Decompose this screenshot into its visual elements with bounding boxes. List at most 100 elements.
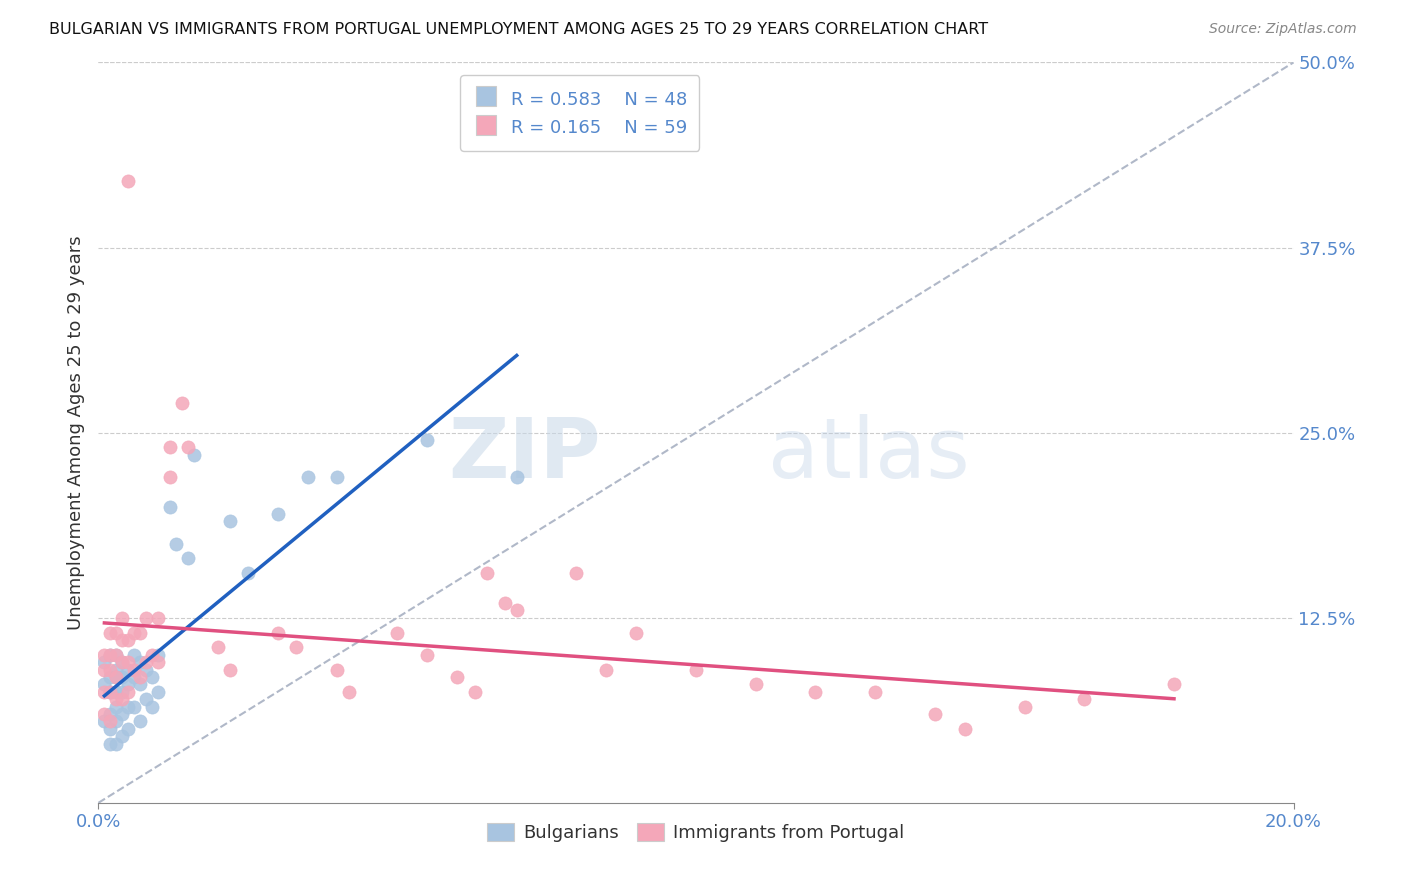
Point bbox=[172, 396, 194, 410]
Point bbox=[129, 714, 152, 729]
Point bbox=[326, 663, 349, 677]
Point bbox=[804, 685, 827, 699]
Point bbox=[93, 655, 115, 669]
Point bbox=[685, 663, 707, 677]
Point bbox=[135, 655, 157, 669]
Point bbox=[105, 648, 128, 662]
Point bbox=[148, 610, 170, 624]
Point bbox=[745, 677, 768, 691]
Point bbox=[416, 648, 439, 662]
Point bbox=[129, 670, 152, 684]
Point bbox=[98, 685, 122, 699]
Point bbox=[93, 677, 115, 691]
Point bbox=[219, 515, 242, 529]
Point bbox=[105, 737, 128, 751]
Point bbox=[117, 685, 139, 699]
Point bbox=[141, 699, 163, 714]
Point bbox=[124, 648, 146, 662]
Point bbox=[219, 663, 242, 677]
Point bbox=[416, 433, 439, 447]
Point bbox=[494, 596, 516, 610]
Point bbox=[93, 663, 115, 677]
Point bbox=[117, 663, 139, 677]
Point bbox=[148, 685, 170, 699]
Point bbox=[129, 625, 152, 640]
Point bbox=[117, 174, 139, 188]
Point bbox=[236, 566, 259, 581]
Text: ZIP: ZIP bbox=[449, 414, 600, 495]
Point bbox=[177, 551, 200, 566]
Point bbox=[464, 685, 486, 699]
Point bbox=[148, 655, 170, 669]
Point bbox=[339, 685, 361, 699]
Point bbox=[105, 692, 128, 706]
Point bbox=[117, 632, 139, 647]
Point bbox=[117, 699, 139, 714]
Point bbox=[565, 566, 588, 581]
Point bbox=[105, 670, 128, 684]
Point bbox=[98, 722, 122, 736]
Point bbox=[297, 470, 319, 484]
Point bbox=[117, 722, 139, 736]
Point bbox=[117, 655, 139, 669]
Point bbox=[141, 648, 163, 662]
Point bbox=[105, 625, 128, 640]
Point bbox=[148, 648, 170, 662]
Point bbox=[183, 448, 205, 462]
Point bbox=[105, 699, 128, 714]
Point bbox=[595, 663, 617, 677]
Point bbox=[135, 663, 157, 677]
Point bbox=[105, 670, 128, 684]
Text: BULGARIAN VS IMMIGRANTS FROM PORTUGAL UNEMPLOYMENT AMONG AGES 25 TO 29 YEARS COR: BULGARIAN VS IMMIGRANTS FROM PORTUGAL UN… bbox=[49, 22, 988, 37]
Point bbox=[98, 706, 122, 721]
Point bbox=[111, 632, 134, 647]
Point bbox=[159, 441, 181, 455]
Text: atlas: atlas bbox=[768, 414, 969, 495]
Point bbox=[506, 603, 529, 617]
Point bbox=[98, 737, 122, 751]
Point bbox=[98, 625, 122, 640]
Point bbox=[475, 566, 498, 581]
Point bbox=[446, 670, 468, 684]
Point bbox=[284, 640, 307, 655]
Text: Source: ZipAtlas.com: Source: ZipAtlas.com bbox=[1209, 22, 1357, 37]
Point bbox=[124, 670, 146, 684]
Point bbox=[98, 670, 122, 684]
Point bbox=[98, 648, 122, 662]
Point bbox=[111, 655, 134, 669]
Point bbox=[98, 663, 122, 677]
Point bbox=[98, 685, 122, 699]
Point bbox=[135, 692, 157, 706]
Point bbox=[135, 610, 157, 624]
Point bbox=[105, 714, 128, 729]
Point bbox=[159, 470, 181, 484]
Point bbox=[111, 610, 134, 624]
Point bbox=[93, 648, 115, 662]
Point bbox=[111, 692, 134, 706]
Point bbox=[207, 640, 229, 655]
Point bbox=[124, 663, 146, 677]
Point bbox=[326, 470, 349, 484]
Point bbox=[129, 677, 152, 691]
Point bbox=[111, 729, 134, 743]
Point bbox=[98, 714, 122, 729]
Point bbox=[105, 685, 128, 699]
Point bbox=[177, 441, 200, 455]
Point bbox=[953, 722, 976, 736]
Point bbox=[93, 714, 115, 729]
Point bbox=[98, 648, 122, 662]
Point bbox=[1073, 692, 1095, 706]
Point bbox=[626, 625, 648, 640]
Point bbox=[924, 706, 946, 721]
Point bbox=[93, 685, 115, 699]
Point bbox=[165, 536, 187, 550]
Point bbox=[124, 625, 146, 640]
Point bbox=[117, 677, 139, 691]
Point bbox=[267, 625, 290, 640]
Point bbox=[1014, 699, 1036, 714]
Point bbox=[111, 706, 134, 721]
Legend: Bulgarians, Immigrants from Portugal: Bulgarians, Immigrants from Portugal bbox=[479, 815, 912, 849]
Point bbox=[111, 655, 134, 669]
Point bbox=[141, 670, 163, 684]
Point bbox=[105, 663, 128, 677]
